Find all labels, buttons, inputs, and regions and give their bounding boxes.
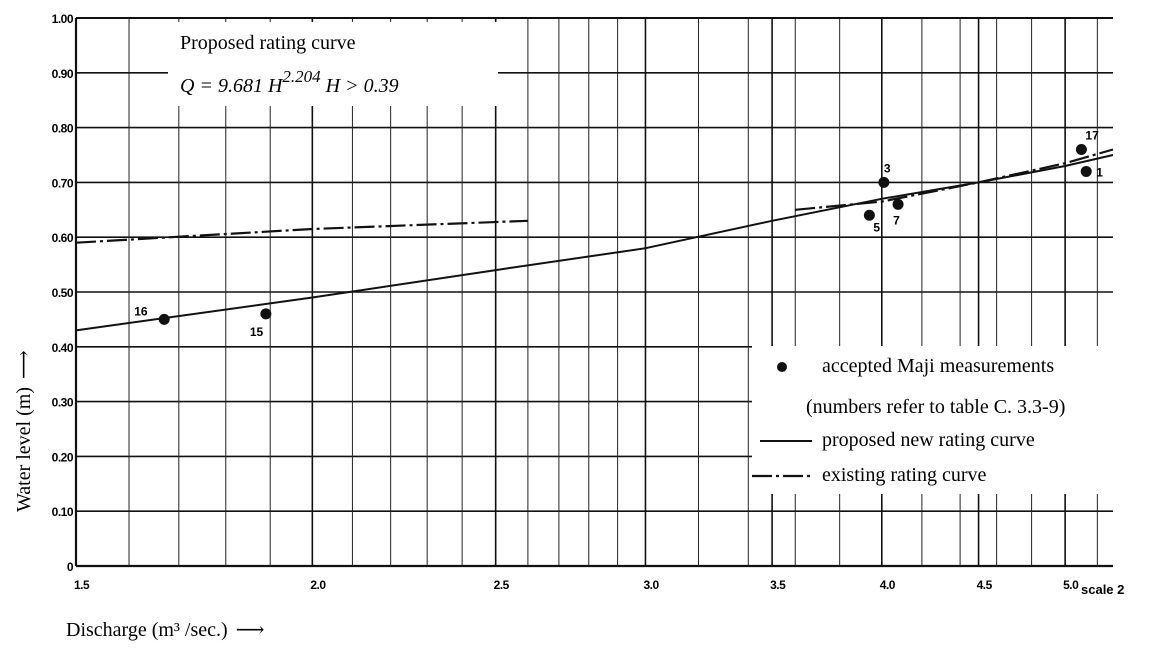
x-axis-label: Discharge (m³ /sec.) ⟶ <box>66 619 264 641</box>
legend-points-sublabel: (numbers refer to table C. 3.3-9) <box>806 396 1065 418</box>
title-box <box>168 22 498 106</box>
point-label: 7 <box>893 213 900 227</box>
legend-point-marker <box>777 362 787 372</box>
x-tick-label: 4.0 <box>880 578 896 592</box>
point-label: 15 <box>250 325 264 339</box>
y-tick-label: 0.70 <box>52 176 74 190</box>
point-label: 3 <box>884 161 891 175</box>
data-point <box>158 313 170 325</box>
legend-existing-label: existing rating curve <box>822 464 987 486</box>
x-tick-label: 1.5 <box>74 578 90 592</box>
y-tick-label: 0.10 <box>52 505 74 519</box>
data-point <box>863 209 875 221</box>
rating-equation: Q = 9.681 H2.204 H > 0.39 <box>180 67 399 97</box>
x-tick-label: 3.5 <box>770 578 786 592</box>
x-axis-label-text: Discharge (m³ /sec.) <box>66 619 228 641</box>
x-tick-label: 4.5 <box>977 578 993 592</box>
y-tick-label: 0 <box>67 560 74 574</box>
scale-note: scale 2 <box>1081 582 1124 597</box>
legend: accepted Maji measurements (numbers refe… <box>752 355 1065 486</box>
point-label: 17 <box>1085 129 1099 143</box>
proposed-rating-curve <box>75 154 1114 332</box>
text-boxes <box>168 22 1114 494</box>
data-point <box>892 198 904 210</box>
legend-points-label: accepted Maji measurements <box>822 355 1054 377</box>
x-tick-label: 2.5 <box>494 578 510 592</box>
legend-box <box>752 346 1114 494</box>
equation-exponent: 2.204 <box>282 67 321 86</box>
point-label: 5 <box>873 220 880 234</box>
chart-title: Proposed rating curve <box>180 32 356 54</box>
existing-rating-curve <box>75 219 528 244</box>
y-tick-label: 0.20 <box>52 450 74 464</box>
data-point <box>878 176 890 188</box>
x-tick-label: 5.0 <box>1063 578 1079 592</box>
existing-rating-curve <box>795 148 1114 211</box>
y-tick-label: 1.00 <box>52 12 74 26</box>
equation-prefix: Q = 9.681 H <box>180 75 284 97</box>
tick-labels: 1.5 2.0 2.5 3.0 3.5 4.0 4.5 5.0 0 0.10 0.20 0.30 0.4… <box>52 12 1080 592</box>
y-axis-arrow: ⟶ <box>13 350 35 379</box>
data-point <box>1080 165 1092 177</box>
y-tick-label: 0.80 <box>52 122 74 136</box>
y-tick-label: 0.60 <box>52 231 74 245</box>
y-axis-label: Water level (m) ⟶ <box>13 350 35 512</box>
y-axis-label-text: Water level (m) <box>13 387 35 512</box>
data-points: 16 15 3 5 7 17 1 <box>134 129 1103 339</box>
x-axis-arrow: ⟶ <box>236 619 265 641</box>
equation-condition: H > 0.39 <box>321 75 399 97</box>
x-tick-label: 2.0 <box>310 578 326 592</box>
legend-proposed-label: proposed new rating curve <box>822 429 1035 451</box>
data-point <box>1075 144 1087 156</box>
x-tick-label: 3.0 <box>643 578 659 592</box>
y-tick-label: 0.50 <box>52 286 74 300</box>
curves <box>75 148 1114 332</box>
point-label: 1 <box>1096 165 1103 179</box>
y-tick-label: 0.30 <box>52 396 74 410</box>
y-tick-label: 0.40 <box>52 341 74 355</box>
data-point <box>260 308 272 320</box>
point-label: 16 <box>134 304 148 318</box>
y-tick-label: 0.90 <box>52 67 74 81</box>
